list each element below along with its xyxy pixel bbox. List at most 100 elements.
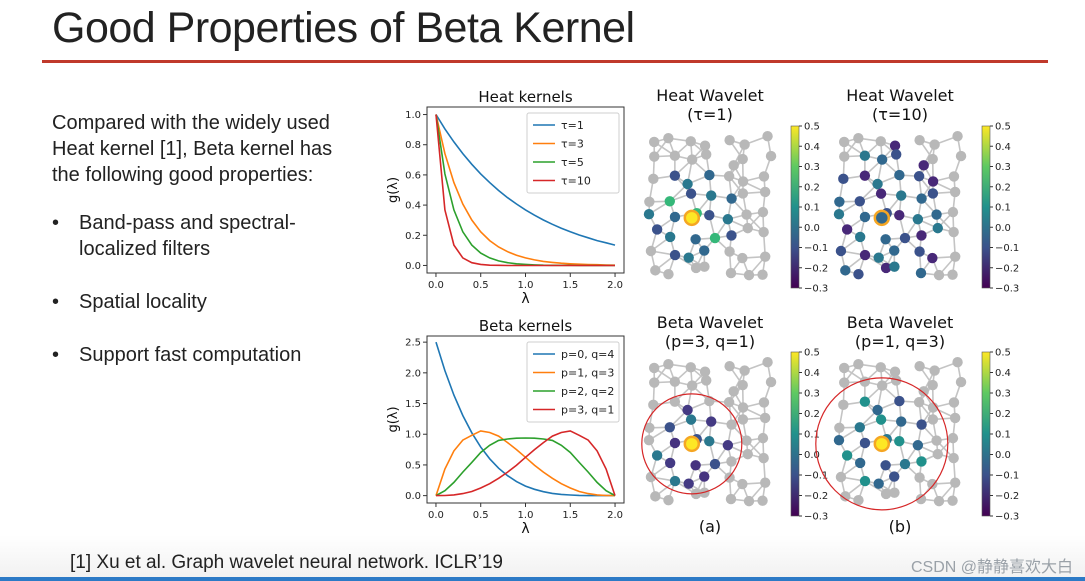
graph-node <box>948 397 960 408</box>
graph-node <box>651 450 663 461</box>
legend-label: τ=10 <box>561 175 591 188</box>
y-tick-label: 2.0 <box>405 368 421 379</box>
colorbar-tick-label: −0.3 <box>995 284 1019 295</box>
graph-node <box>737 402 749 413</box>
legend-label: p=3, q=1 <box>561 404 614 417</box>
graph-node <box>664 196 675 207</box>
colorbar-tick-label: 0.0 <box>995 450 1011 461</box>
graph-node <box>669 437 681 449</box>
y-tick-label: 0.0 <box>405 491 421 502</box>
colorbar-tick-label: 0.4 <box>995 368 1011 379</box>
graph-node <box>859 150 871 161</box>
x-tick-label: 1.0 <box>518 280 534 291</box>
graph-node <box>947 432 959 444</box>
bullet-dot: • <box>52 344 60 366</box>
bullet-item: • Band-pass and spectral-localized filte… <box>52 210 352 262</box>
graph-node <box>643 435 655 446</box>
graph-node <box>880 488 892 500</box>
graph-node <box>685 188 697 199</box>
graph-node <box>706 416 717 427</box>
y-tick-label: 1.0 <box>405 430 421 441</box>
wavelet-panel: Beta Wavelet(p=1, q=3) 0.5 0.4 0.3 0.2 0.1 0.0… <box>815 313 1019 536</box>
graph-node <box>759 186 771 198</box>
graph-node <box>699 471 710 482</box>
graph-node <box>840 265 851 276</box>
footer-band <box>0 535 1085 581</box>
graph-node <box>699 366 711 377</box>
legend-box <box>526 112 620 194</box>
graph-node <box>742 222 753 234</box>
graph-node <box>663 495 674 506</box>
wavelet-panel: Beta Wavelet(p=3, q=1) 0.5 0.4 0.3 0.2 0.1 0.0… <box>641 313 828 536</box>
colorbar-tick-label: 0.5 <box>995 122 1011 133</box>
graph-node <box>949 186 961 198</box>
colorbar-tick-label: −0.2 <box>804 491 828 502</box>
graph-node <box>699 261 710 272</box>
bullet-text: Band-pass and spectral-localized filters <box>79 212 296 260</box>
graph-node <box>873 478 884 489</box>
graph-node <box>948 171 960 182</box>
graph-node <box>669 396 681 407</box>
graph-node <box>724 360 735 372</box>
graph-node <box>699 140 711 151</box>
legend-label: p=1, q=3 <box>561 367 614 380</box>
graph-node <box>685 414 697 425</box>
bullet-dot: • <box>52 212 60 234</box>
graph-node <box>664 457 676 469</box>
graph-node <box>683 478 694 489</box>
x-tick-label: 1.5 <box>562 510 578 521</box>
graph-node <box>889 366 901 377</box>
graph-node <box>725 267 737 279</box>
colorbar-tick-label: 0.1 <box>995 203 1011 214</box>
x-tick-label: 0.0 <box>428 510 444 521</box>
graph-node <box>760 477 771 488</box>
beta-kernel-chart: Beta kernels 0.0 0.5 1.0 1.5 2.0 0.0 0.5 1.0 1.5 2… <box>386 317 625 537</box>
graph-node <box>955 150 967 162</box>
colorbar-tick-label: −0.1 <box>804 471 828 482</box>
graph-node <box>669 376 681 387</box>
graph-node <box>757 432 769 444</box>
graph-node <box>741 435 752 446</box>
graph-node <box>685 362 696 373</box>
graph-node <box>927 153 938 165</box>
graph-node <box>948 226 959 238</box>
graph-node <box>664 231 676 243</box>
legend-box <box>526 341 620 423</box>
graph-node <box>765 376 777 388</box>
graph-node <box>854 231 866 243</box>
colorbar-tick-label: −0.2 <box>995 263 1019 274</box>
graph-node <box>918 386 929 397</box>
graph-node <box>663 269 674 280</box>
graph-node <box>952 357 963 368</box>
graph-node <box>758 397 770 408</box>
colorbar-tick-label: 0.2 <box>804 409 820 420</box>
graph-node <box>649 377 660 388</box>
graph-node <box>947 269 958 280</box>
graph-node <box>739 365 750 376</box>
heat-kernel-chart: Heat kernels 0.0 0.5 1.0 1.5 2.0 0.0 0.2 0.4 0.6 0… <box>386 88 625 307</box>
graph-node <box>914 134 925 146</box>
x-tick-label: 2.0 <box>607 510 623 521</box>
left-text-block: Compared with the widely used Heat kerne… <box>52 110 352 395</box>
graph-node <box>834 422 845 433</box>
graph-node <box>709 232 721 244</box>
colorbar-tick-label: 0.3 <box>995 162 1011 173</box>
graph-node <box>759 412 771 424</box>
wavelet-subtitle: (p=1, q=3) <box>855 332 945 351</box>
graph-node <box>891 149 902 160</box>
series-line <box>435 341 615 497</box>
graph-node <box>841 224 853 235</box>
colorbar-tick-label: −0.3 <box>804 284 828 295</box>
y-tick-label: 1.5 <box>405 399 421 410</box>
wavelet-subtitle: (τ=10) <box>872 105 928 124</box>
locality-circle <box>815 377 949 511</box>
graph-node <box>682 178 693 190</box>
graph-node <box>932 448 943 460</box>
graph-node <box>704 436 715 447</box>
graph-node <box>737 153 748 165</box>
intro-paragraph: Compared with the widely used Heat kerne… <box>52 112 333 186</box>
graph-node <box>737 252 748 264</box>
graph-node <box>853 269 864 280</box>
colorbar-tick-label: 0.3 <box>804 389 820 400</box>
